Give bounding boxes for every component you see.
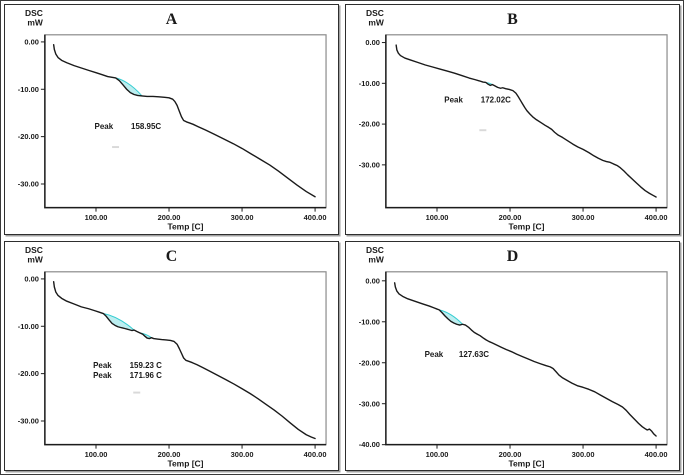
peak-value: 172.02C [481,95,511,104]
peak-value: 171.96 C [130,370,163,379]
melt-baseline-edge [103,312,135,330]
dsc-chart-d: 0.00 -10.00 -20.00 -30.00 -40.00 100.00 200.00… [359,244,668,468]
peak-value: 127.63C [459,350,489,359]
y-tick-label: -30.00 [359,160,380,169]
melt-endotherm-highlight [103,312,135,331]
peak-label: Peak [444,95,463,104]
x-axis-label: Temp [C] [167,222,203,232]
x-tick-label: 200.00 [158,450,181,459]
y-tick-label: -30.00 [18,416,39,425]
x-axis-label: Temp [C] [167,458,203,468]
dsc-panel-d: 0.00 -10.00 -20.00 -30.00 -40.00 100.00 200.00… [345,240,680,471]
y-axis-label-mw: mW [27,254,43,264]
y-axis-label-dsc: DSC [366,244,384,254]
y-tick-label: -20.00 [18,132,39,141]
y-tick-label: -10.00 [18,85,39,94]
dsc-curve [52,280,316,439]
peak-value: 158.95C [131,122,161,131]
y-axis-label-mw: mW [27,17,43,27]
y-tick-label: -10.00 [359,317,380,326]
axes [44,34,327,209]
dsc-panel-c: 0.00 -10.00 -20.00 -30.00 100.00 200.00 300.00… [4,240,339,471]
x-axis-label: Temp [C] [508,222,544,232]
dsc-chart-b: 0.00 -10.00 -20.00 -30.00 100.00 200.00 300.00… [359,8,668,232]
melt-endotherm-highlight [139,332,152,339]
peak-label: Peak [95,122,114,131]
x-tick-label: 400.00 [645,450,668,459]
dsc-curve [52,44,316,198]
dsc-curve [393,281,657,437]
y-tick-label: 0.00 [24,38,39,47]
melt-endotherm-highlight [439,309,463,325]
x-tick-label: 300.00 [572,450,595,459]
y-axis-label-dsc: DSC [25,244,43,254]
x-tick-label: 200.00 [499,450,522,459]
y-tick-label: -10.00 [18,321,39,330]
melt-baseline-edge [115,77,143,97]
panel-title: A [166,11,178,28]
axes [385,34,668,209]
y-tick-label: -40.00 [359,440,380,449]
plot-frame [44,270,327,445]
x-axis-label: Temp [C] [508,458,544,468]
x-tick-label: 400.00 [304,450,327,459]
axes [385,271,668,445]
panel-title: B [507,11,518,28]
melt-endotherm-highlight [115,77,143,96]
dsc-chart-a: 0.00 -10.00 -20.00 -30.00 100.00 200.00 300.00… [18,8,327,232]
peak-value: 159.23 C [130,360,163,369]
y-axis-label-mw: mW [368,254,384,264]
dsc-panel-a: 0.00 -10.00 -20.00 -30.00 100.00 200.00 300.00… [4,4,339,235]
x-tick-label: 100.00 [85,450,108,459]
y-axis-label-dsc: DSC [366,8,384,18]
x-tick-label: 200.00 [158,213,181,222]
y-tick-label: -20.00 [18,369,39,378]
x-tick-label: 400.00 [304,213,327,222]
peak-label: Peak [93,360,112,369]
panel-title: D [507,247,519,264]
x-tick-label: 100.00 [426,213,449,222]
dsc-chart-c: 0.00 -10.00 -20.00 -30.00 100.00 200.00 300.00… [18,244,327,468]
plot-frame [385,34,668,209]
panel-title: C [166,247,178,264]
y-tick-label: 0.00 [24,274,39,283]
y-tick-label: -30.00 [359,399,380,408]
x-tick-label: 100.00 [426,450,449,459]
peak-label: Peak [425,350,444,359]
y-tick-label: 0.00 [365,276,380,285]
melt-baseline-edge [439,308,463,325]
x-tick-label: 400.00 [645,213,668,222]
y-tick-label: -30.00 [18,180,39,189]
x-tick-label: 100.00 [85,213,108,222]
y-tick-label: -20.00 [359,120,380,129]
y-axis-label-dsc: DSC [25,8,43,18]
x-tick-label: 300.00 [231,213,254,222]
y-tick-label: -20.00 [359,358,380,367]
x-tick-label: 300.00 [572,213,595,222]
x-tick-label: 300.00 [231,450,254,459]
peak-label: Peak [93,370,112,379]
dsc-panel-b: 0.00 -10.00 -20.00 -30.00 100.00 200.00 300.00… [345,4,680,235]
y-axis-label-mw: mW [368,17,384,27]
axes [44,271,327,445]
x-tick-label: 200.00 [499,213,522,222]
y-tick-label: 0.00 [365,38,380,47]
dsc-curve [395,44,657,198]
y-tick-label: -10.00 [359,79,380,88]
